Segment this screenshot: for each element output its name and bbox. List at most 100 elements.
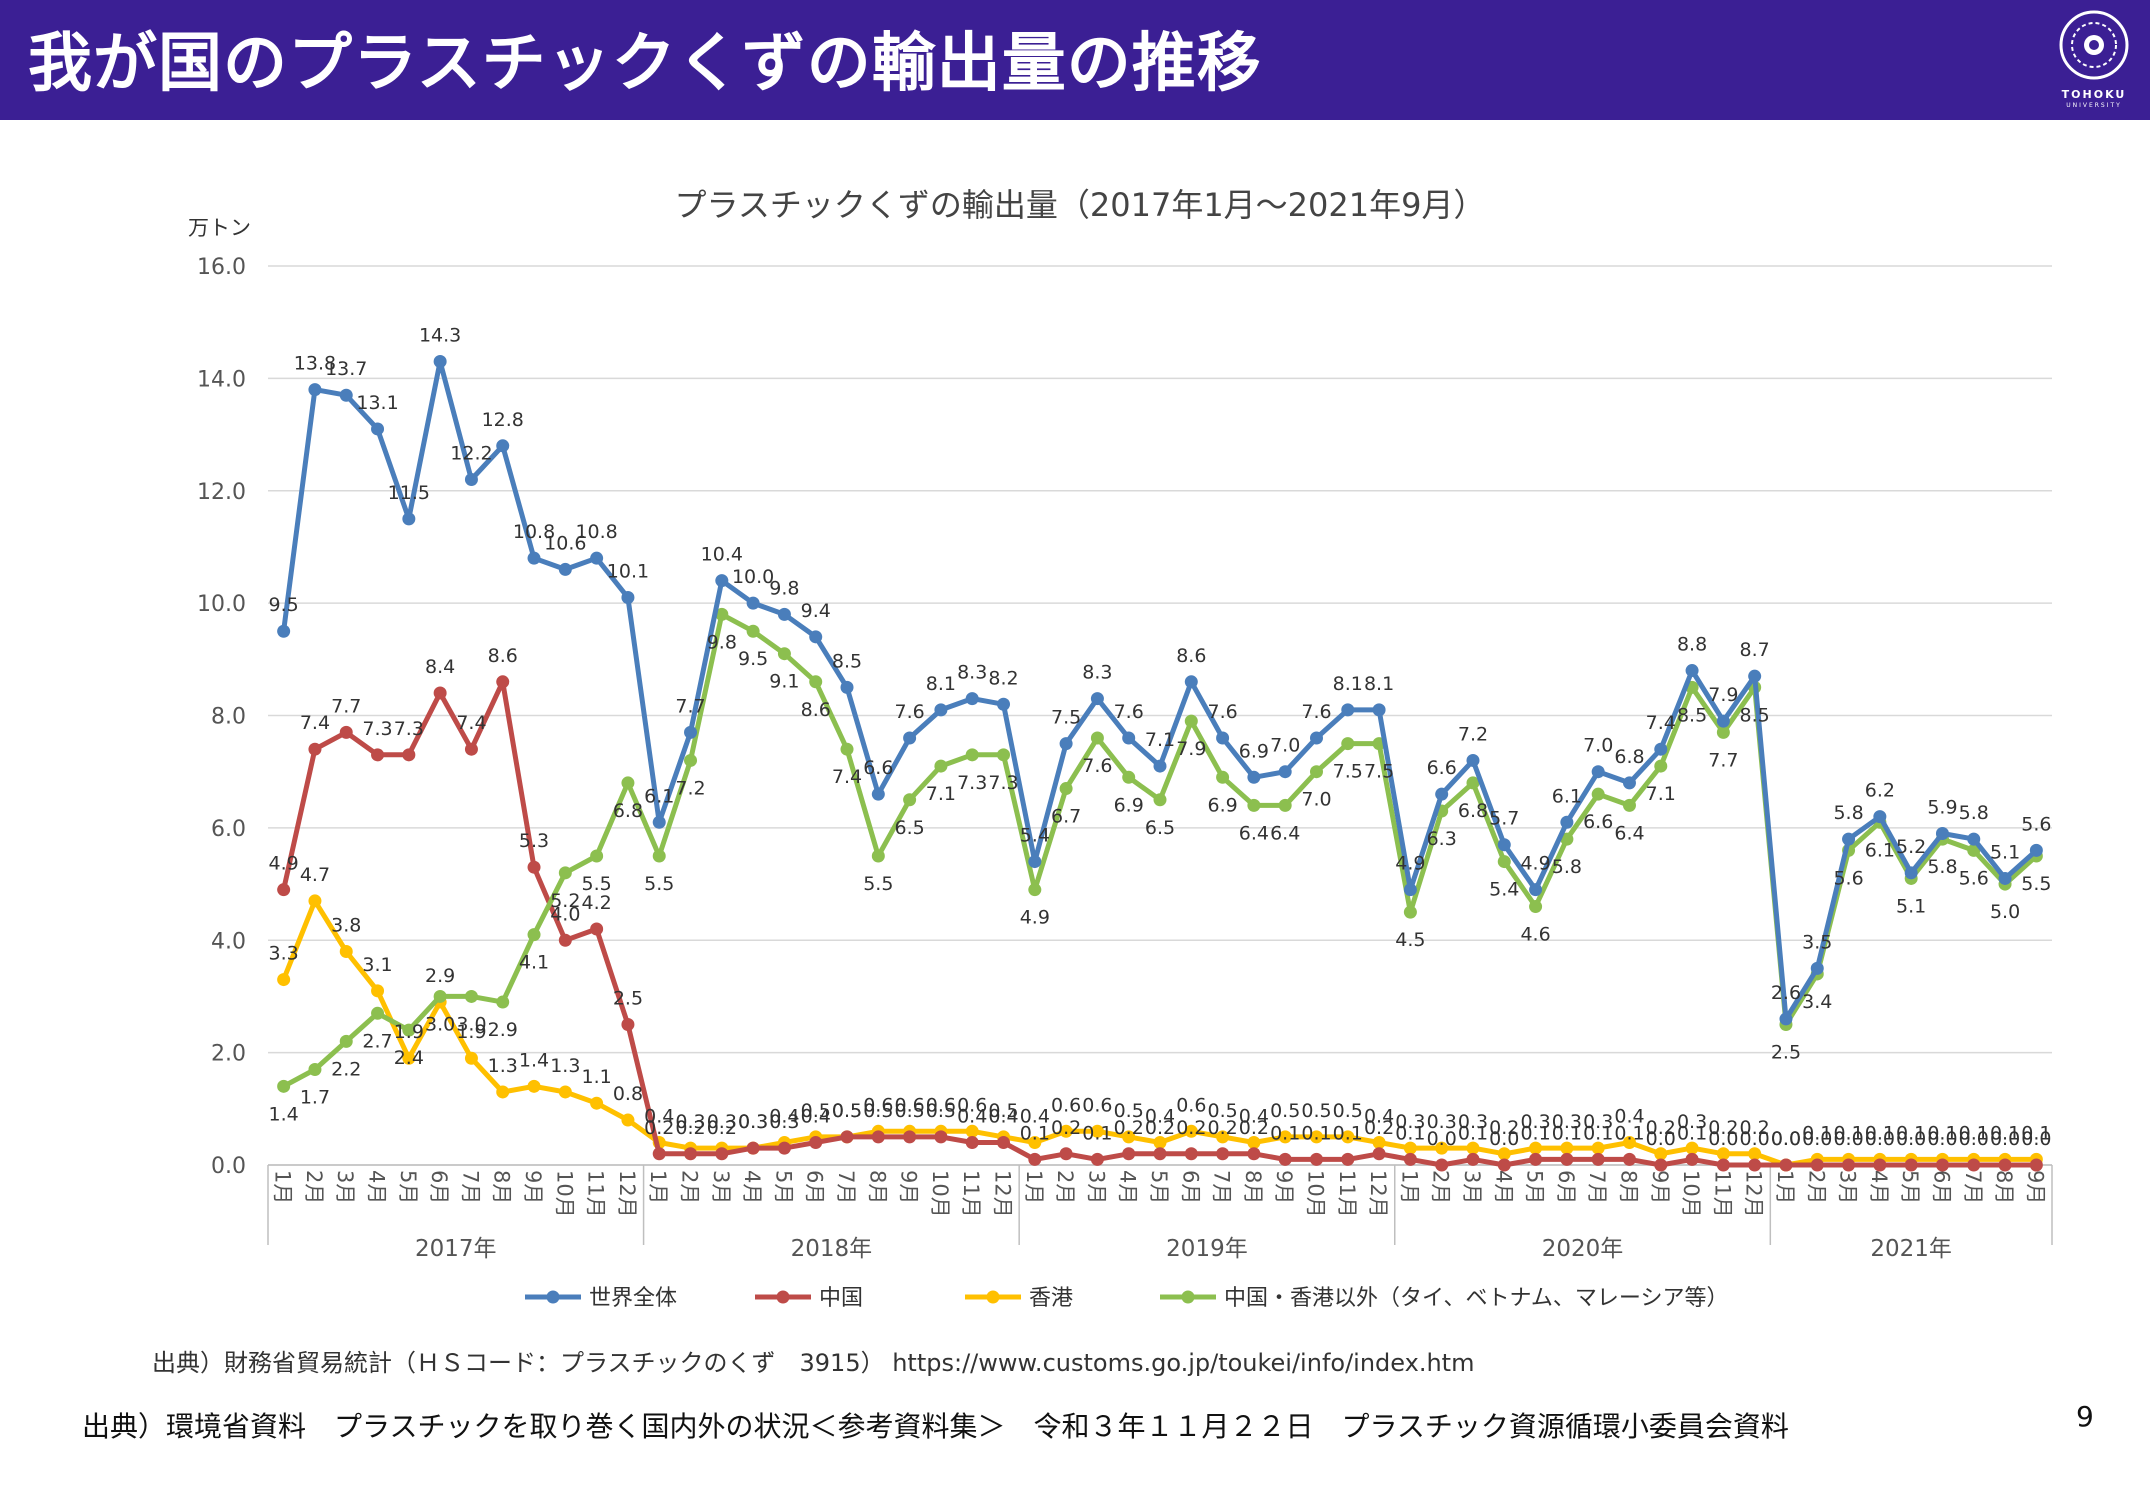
x-axis: 1月 2月 3月 4月 5月 6月 7月 8月 9月 10月 11月 12月 1月 2月 3月 4月 5月 6月 7… — [267, 1164, 2053, 1262]
data-point — [590, 551, 604, 565]
data-label: 7.7 — [331, 695, 361, 717]
data-point — [1810, 1158, 1824, 1172]
data-point — [809, 1136, 823, 1150]
data-label: 7.4 — [300, 712, 330, 734]
data-point — [1028, 883, 1042, 897]
x-tick-label: 1月 — [1773, 1170, 1797, 1204]
data-label: 8.6 — [801, 699, 831, 721]
data-point — [402, 1023, 416, 1037]
data-point — [684, 725, 698, 739]
data-point — [2029, 1158, 2043, 1172]
data-point — [371, 984, 385, 998]
x-tick-label: 10月 — [1303, 1170, 1327, 1218]
data-label: 0.0 — [1771, 1128, 1801, 1150]
data-label: 10.6 — [544, 532, 586, 554]
data-label: 0.5 — [1270, 1100, 1300, 1122]
data-label: 0.3 — [1583, 1111, 1613, 1133]
data-point — [590, 849, 604, 863]
x-tick-label: 7月 — [1210, 1170, 1234, 1204]
data-label: 3.0 — [425, 1013, 455, 1035]
data-label: 0.4 — [1020, 1106, 1050, 1128]
data-point — [1654, 742, 1668, 756]
data-label: 0.5 — [801, 1100, 831, 1122]
data-point — [997, 1136, 1011, 1150]
data-point — [1591, 1152, 1605, 1166]
data-point — [371, 422, 385, 436]
data-label: 5.2 — [1896, 836, 1926, 858]
x-tick-label: 7月 — [1585, 1170, 1609, 1204]
data-point — [746, 1141, 760, 1155]
data-point — [1842, 832, 1856, 846]
x-tick-label: 1月 — [1397, 1170, 1421, 1204]
data-point — [652, 815, 666, 829]
data-point — [1466, 1141, 1480, 1155]
x-tick-label: 4月 — [1116, 1170, 1140, 1204]
data-label: 5.8 — [1959, 802, 1989, 824]
data-point — [2029, 843, 2043, 857]
data-label: 6.5 — [1145, 817, 1175, 839]
data-label: 0.0 — [1427, 1128, 1457, 1150]
data-label: 13.7 — [325, 358, 367, 380]
data-point — [1278, 1130, 1292, 1144]
data-label: 0.0 — [1833, 1128, 1863, 1150]
data-point — [1748, 1147, 1762, 1161]
data-label: 0.3 — [1520, 1111, 1550, 1133]
data-point — [339, 944, 353, 958]
data-label: 0.2 — [675, 1117, 705, 1139]
university-logo: TOHOKU UNIVERSITY — [2052, 8, 2136, 112]
data-label: 5.5 — [644, 873, 674, 895]
data-point — [1309, 731, 1323, 745]
data-point — [621, 1113, 635, 1127]
data-point — [1216, 1130, 1230, 1144]
data-label: 0.1 — [1802, 1122, 1832, 1144]
data-label: 5.4 — [1489, 879, 1519, 901]
data-label: 2.2 — [331, 1058, 361, 1080]
data-point — [652, 849, 666, 863]
data-point — [1435, 1158, 1449, 1172]
data-point — [1278, 1152, 1292, 1166]
x-tick-label: 6月 — [1554, 1170, 1578, 1204]
data-label: 7.2 — [1458, 723, 1488, 745]
data-point — [1372, 1136, 1386, 1150]
data-point — [1967, 1158, 1981, 1172]
data-point — [496, 439, 510, 453]
slide-title: 我が国のプラスチックくずの輸出量の推移 — [28, 27, 1262, 101]
data-point — [684, 1147, 698, 1161]
data-label: 0.3 — [1427, 1111, 1457, 1133]
data-label: 1.9 — [394, 1021, 424, 1043]
data-point — [464, 473, 478, 487]
data-point — [1560, 832, 1574, 846]
footer-citation: 出典）環境省資料 プラスチックを取り巻く国内外の状況＜参考資料集＞ 令和３年１１… — [82, 1410, 1789, 1443]
x-tick-label: 1月 — [1022, 1170, 1046, 1204]
y-axis-unit-label: 万トン — [188, 216, 251, 240]
y-tick-label: 16.0 — [197, 255, 246, 280]
y-tick-label: 8.0 — [211, 705, 246, 730]
data-point — [1529, 883, 1543, 897]
data-point — [684, 753, 698, 767]
data-point — [1654, 1147, 1668, 1161]
data-point — [277, 883, 291, 897]
data-label: 5.8 — [1927, 856, 1957, 878]
data-label: 0.5 — [1207, 1100, 1237, 1122]
data-label: 0.0 — [1927, 1128, 1957, 1150]
data-label: 0.2 — [1051, 1117, 1081, 1139]
data-point — [1059, 737, 1073, 751]
series-lines — [277, 355, 2043, 1172]
data-label: 4.9 — [269, 853, 299, 875]
data-point — [558, 562, 572, 576]
data-point — [1560, 815, 1574, 829]
x-tick-label: 7月 — [1961, 1170, 1985, 1204]
data-label: 5.9 — [1927, 796, 1957, 818]
data-label: 0.1 — [1833, 1122, 1863, 1144]
data-label: 0.5 — [1301, 1100, 1331, 1122]
data-label: 6.6 — [863, 757, 893, 779]
data-label: 0.1 — [1896, 1122, 1926, 1144]
x-tick-label: 7月 — [458, 1170, 482, 1204]
data-point — [496, 1085, 510, 1099]
x-tick-label: 2月 — [1053, 1170, 1077, 1204]
data-label: 0.1 — [1082, 1122, 1112, 1144]
data-label: 5.5 — [2021, 873, 2051, 895]
data-label: 0.4 — [1614, 1106, 1644, 1128]
series-line-0 — [281, 359, 2039, 1022]
data-label: 1.4 — [269, 1103, 299, 1125]
